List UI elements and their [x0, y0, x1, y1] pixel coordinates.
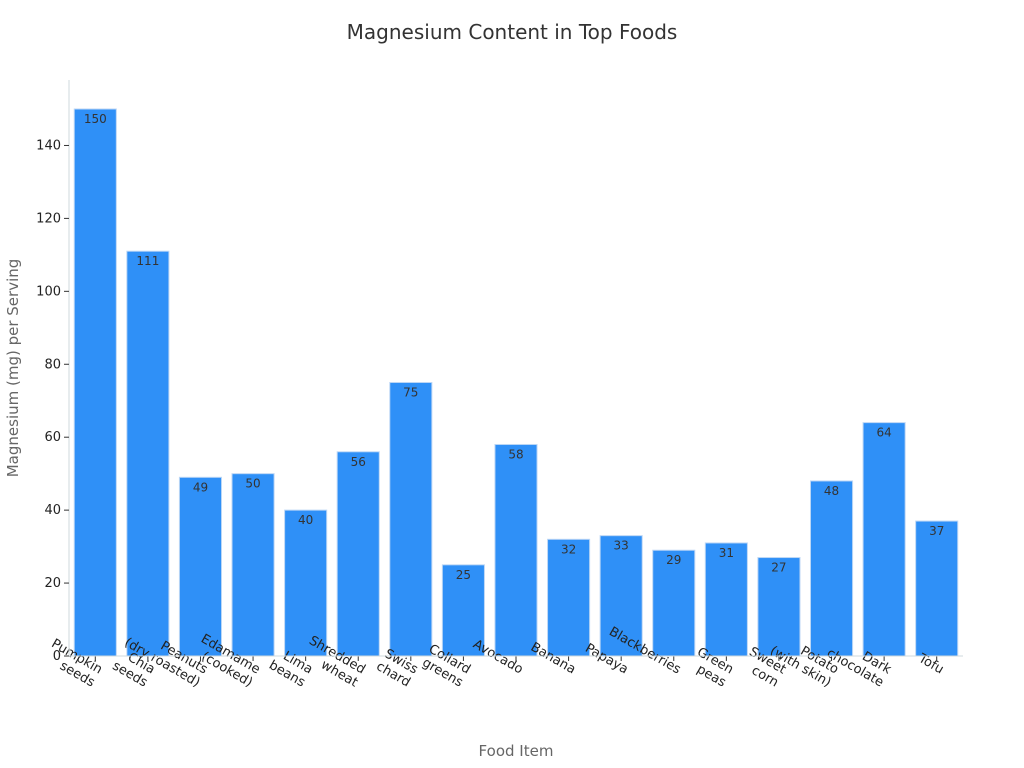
- data-label: 40: [298, 513, 313, 527]
- data-label: 33: [614, 539, 629, 553]
- y-tick-label: 120: [36, 211, 61, 226]
- bar: [915, 520, 959, 657]
- data-label: 150: [84, 112, 107, 126]
- data-label: 75: [403, 386, 418, 400]
- y-tick-label: 0: [53, 649, 61, 664]
- data-label: 27: [771, 561, 786, 575]
- y-axis-title: Magnesium (mg) per Serving: [4, 259, 22, 478]
- bar: [126, 250, 170, 657]
- chart-title: Magnesium Content in Top Foods: [346, 20, 678, 44]
- data-label: 37: [929, 524, 944, 538]
- bar: [809, 480, 854, 657]
- bar: [494, 443, 538, 657]
- bar: [441, 564, 485, 657]
- data-label: 111: [136, 254, 159, 268]
- y-tick-label: 20: [44, 576, 61, 591]
- bar: [862, 422, 906, 657]
- bar: [178, 476, 223, 657]
- bar: [231, 473, 275, 657]
- y-tick-label: 40: [44, 503, 61, 518]
- y-tick-label: 60: [44, 430, 61, 445]
- bar: [284, 509, 328, 657]
- data-label: 49: [193, 480, 208, 494]
- data-label: 31: [719, 546, 734, 560]
- bar: [389, 382, 433, 657]
- data-label: 32: [561, 542, 576, 556]
- data-label: 56: [351, 455, 366, 469]
- x-axis-title: Food Item: [479, 742, 554, 760]
- data-label: 58: [508, 447, 523, 461]
- data-label: 48: [824, 484, 839, 498]
- y-tick-label: 80: [44, 357, 61, 372]
- data-label: 50: [245, 477, 260, 491]
- y-tick-label: 100: [36, 284, 61, 299]
- bar: [547, 538, 591, 657]
- bar: [599, 535, 643, 657]
- bar: [652, 549, 696, 657]
- bar: [73, 108, 117, 657]
- data-label: 29: [666, 553, 681, 567]
- data-label: 25: [456, 568, 471, 582]
- y-tick-label: 140: [36, 138, 61, 153]
- data-label: 64: [876, 426, 891, 440]
- data-labels: 150 111 49 50 40 56 75 25 58 32 33 29 31 27 48 64 37: [84, 112, 945, 582]
- bar: [336, 451, 380, 657]
- bars: [73, 108, 959, 657]
